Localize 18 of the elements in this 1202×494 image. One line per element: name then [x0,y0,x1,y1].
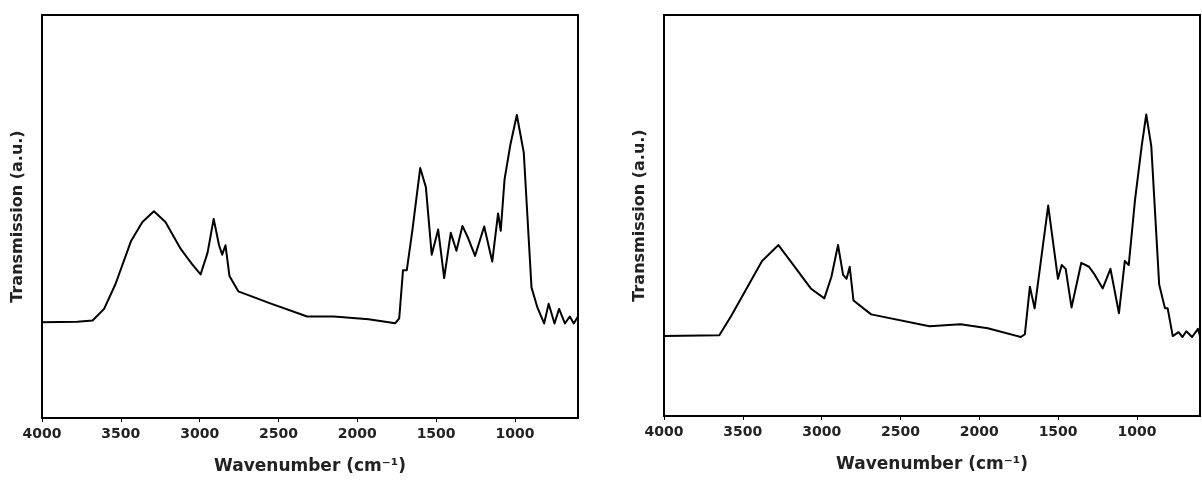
x-tick-label: 1000 [1117,423,1157,439]
x-tick-label: 3500 [101,425,141,441]
x-tick-label: 2500 [258,425,299,441]
x-tick-label: 3000 [802,423,842,439]
x-tick-label: 2500 [880,423,921,439]
x-tick-label: 4000 [22,425,62,441]
x-tick-label: 1500 [1038,423,1078,439]
x-axis-title: Wavenumber (cm⁻¹) [214,454,406,475]
x-axis-title: Wavenumber (cm⁻¹) [836,452,1028,473]
x-tick-label: 4000 [644,423,684,439]
x-tick-label: 1000 [495,425,535,441]
x-tick-label: 3000 [180,425,220,441]
y-axis-title: Transmission (a.u.) [6,130,26,303]
y-axis-title: Transmission (a.u.) [628,129,648,302]
x-tick-label: 2000 [959,423,1000,439]
x-tick-label: 1500 [416,425,456,441]
x-tick-label: 3500 [723,423,763,439]
x-tick-label: 2000 [337,425,378,441]
